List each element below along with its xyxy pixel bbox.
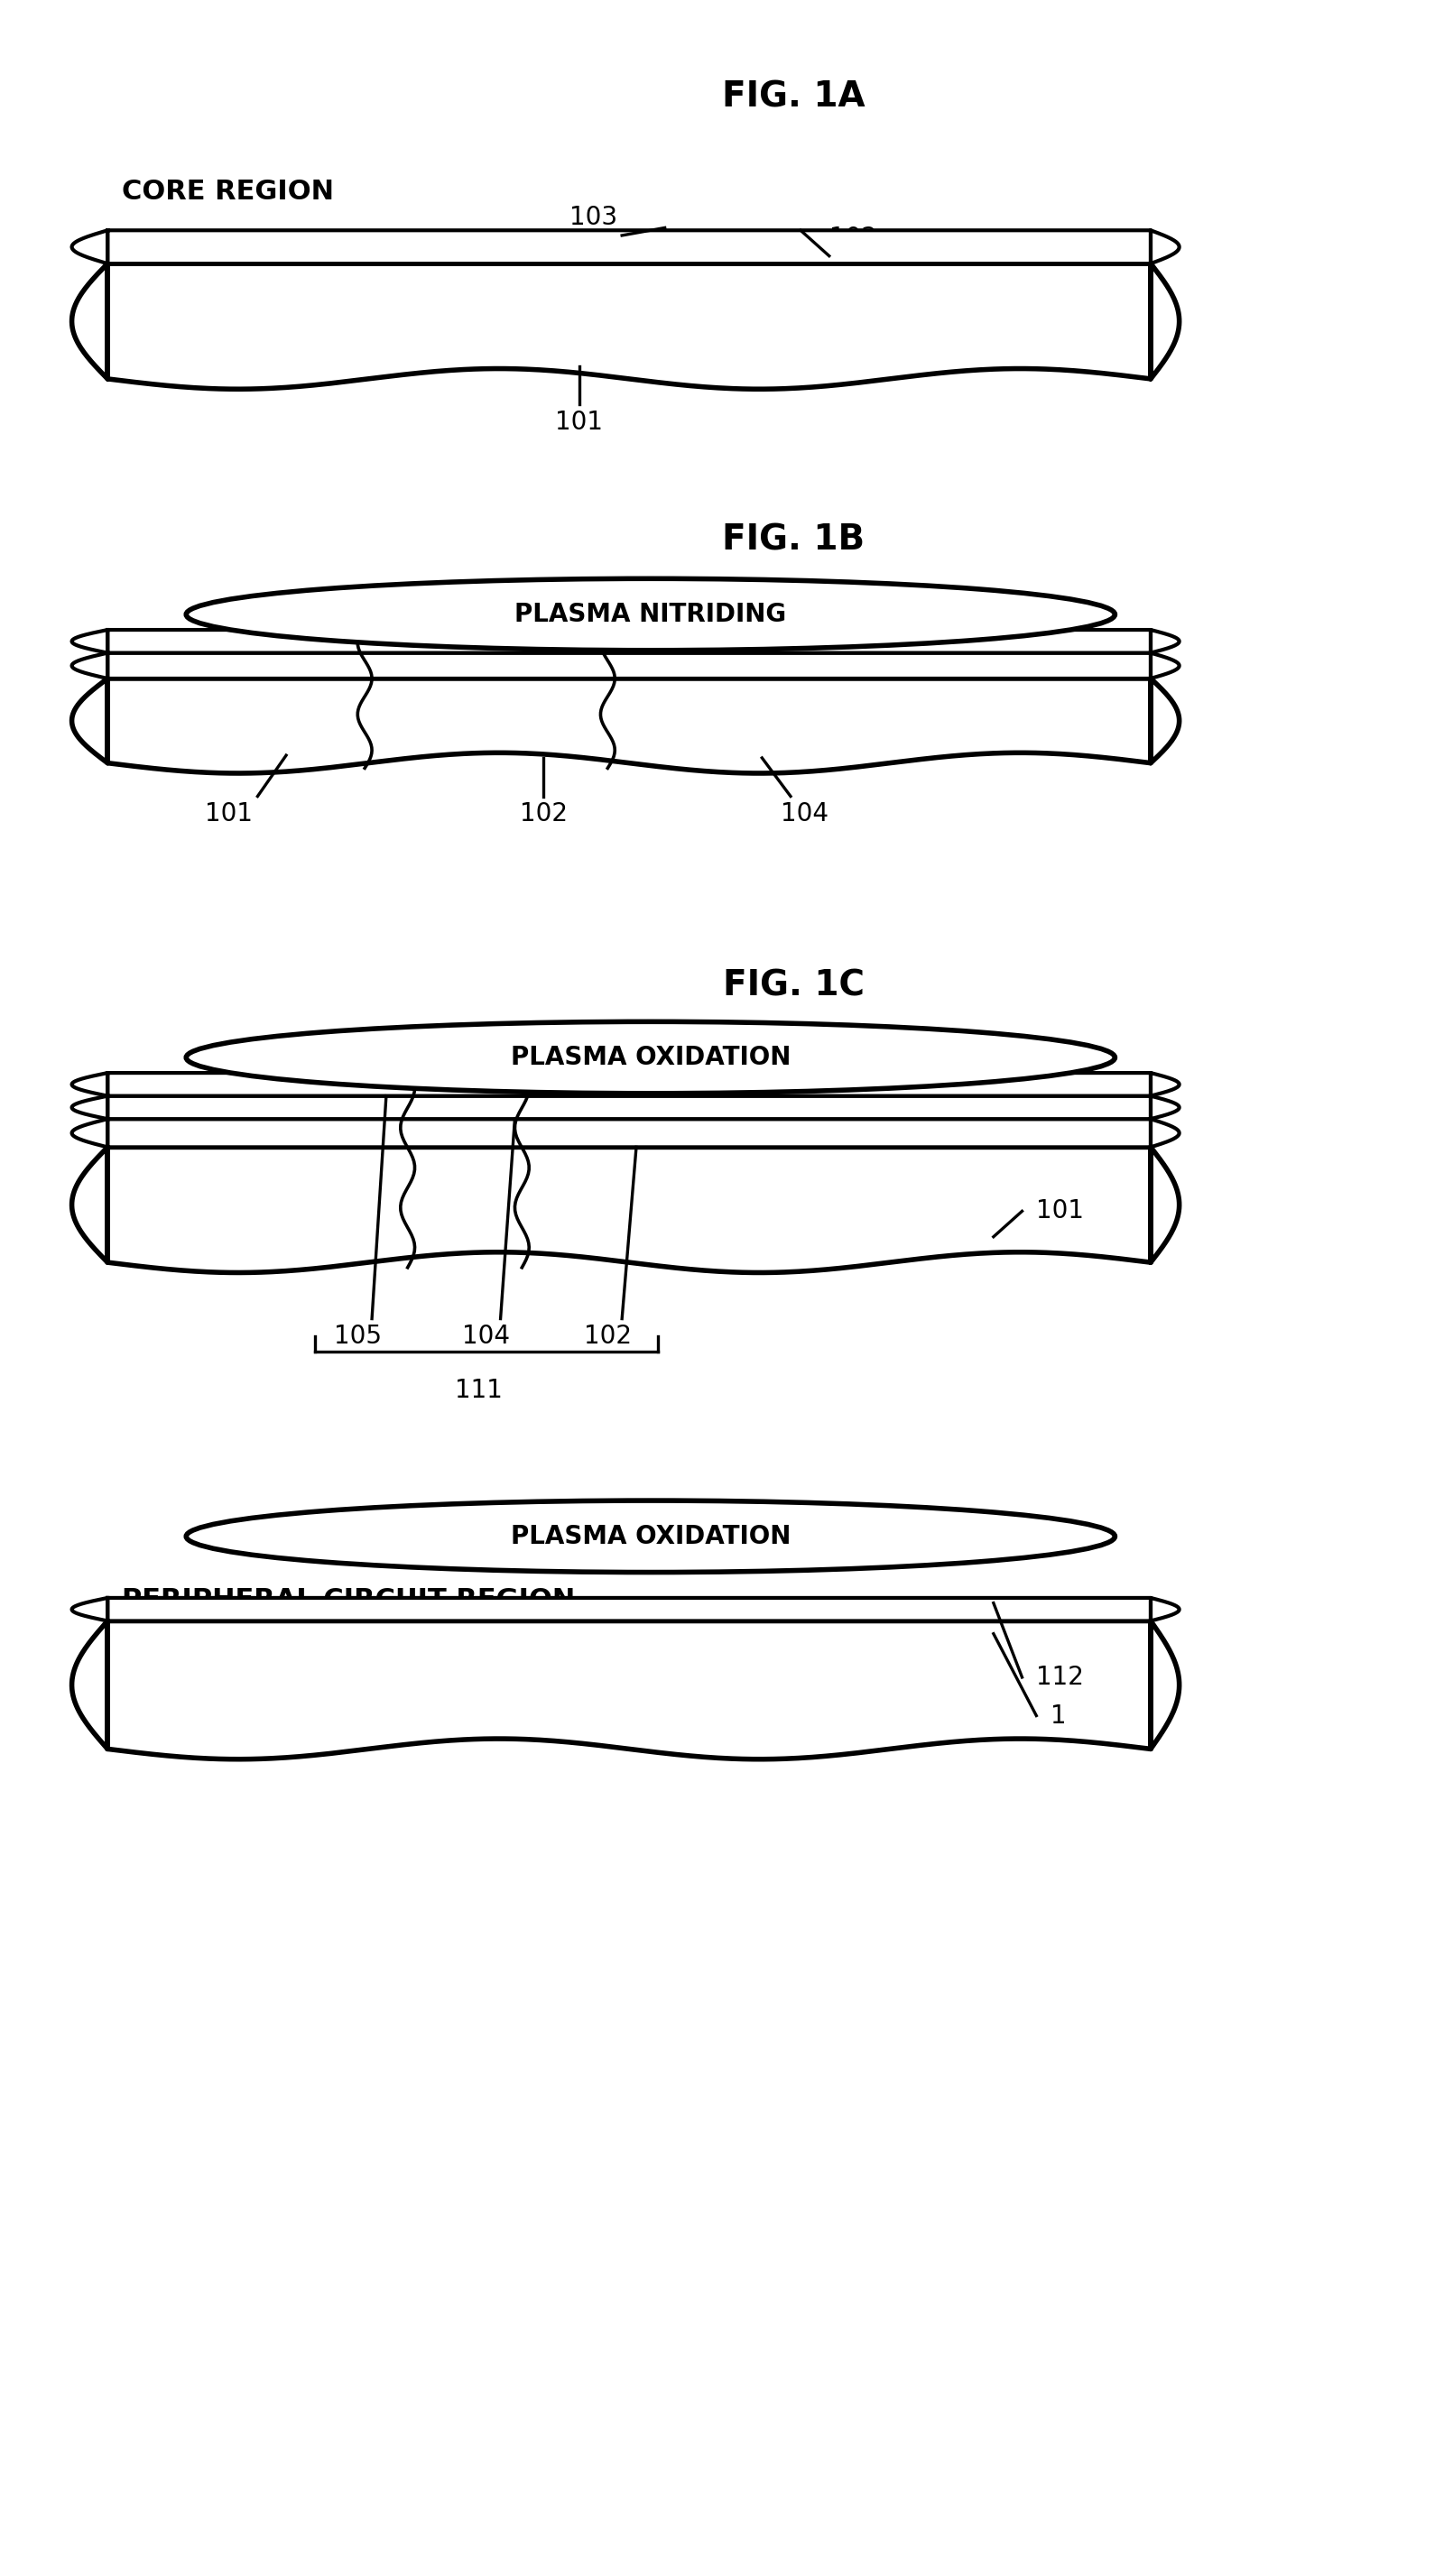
Polygon shape	[72, 229, 1180, 263]
Text: 102: 102	[583, 1324, 631, 1350]
Text: FIG. 1C: FIG. 1C	[722, 969, 865, 1002]
Text: FIG. 1A: FIG. 1A	[722, 80, 865, 113]
Polygon shape	[72, 677, 1180, 773]
Text: PLASMA OXIDATION: PLASMA OXIDATION	[511, 1046, 791, 1069]
Text: 105: 105	[334, 1324, 381, 1350]
Polygon shape	[72, 652, 1180, 677]
Polygon shape	[72, 1118, 1180, 1146]
Polygon shape	[72, 229, 1180, 263]
Text: 112: 112	[1037, 1664, 1084, 1690]
Ellipse shape	[186, 580, 1115, 649]
Ellipse shape	[186, 1502, 1115, 1571]
Bar	[107, 1146, 1151, 1262]
Ellipse shape	[186, 1023, 1115, 1092]
Bar	[65, 1607, 1194, 1762]
Bar	[107, 263, 1151, 379]
Text: 104: 104	[781, 801, 829, 827]
Text: 1: 1	[1051, 1703, 1067, 1728]
Polygon shape	[72, 1597, 1180, 1620]
Text: PLASMA NITRIDING: PLASMA NITRIDING	[514, 603, 787, 626]
Text: FIG. 1B: FIG. 1B	[722, 523, 865, 556]
Text: CORE REGION: CORE REGION	[121, 178, 334, 206]
Text: 102: 102	[520, 801, 567, 827]
Bar	[65, 665, 1194, 775]
Text: 101: 101	[554, 410, 604, 435]
Text: 101: 101	[1037, 1198, 1084, 1224]
Text: 111: 111	[455, 1378, 503, 1404]
Text: CORE REGION: CORE REGION	[121, 1113, 334, 1139]
Polygon shape	[72, 631, 1180, 652]
Polygon shape	[72, 1620, 1180, 1759]
Text: PERIPHERAL CIRCUIT REGION: PERIPHERAL CIRCUIT REGION	[121, 1587, 575, 1613]
Polygon shape	[72, 1597, 1180, 1620]
Polygon shape	[72, 652, 1180, 677]
Polygon shape	[72, 631, 1180, 652]
Bar	[65, 1133, 1194, 1275]
Polygon shape	[72, 1095, 1180, 1118]
Text: 101: 101	[205, 801, 253, 827]
Text: PLASMA OXIDATION: PLASMA OXIDATION	[511, 1525, 791, 1548]
Bar	[107, 677, 1151, 762]
Polygon shape	[72, 1095, 1180, 1118]
Text: 102: 102	[829, 227, 877, 250]
Bar	[65, 250, 1194, 392]
Polygon shape	[72, 1072, 1180, 1095]
Polygon shape	[72, 1118, 1180, 1146]
Text: 104: 104	[462, 1324, 510, 1350]
Bar	[107, 1620, 1151, 1749]
Text: 103: 103	[569, 206, 618, 229]
Polygon shape	[72, 1072, 1180, 1095]
Polygon shape	[72, 263, 1180, 389]
Polygon shape	[72, 1146, 1180, 1273]
